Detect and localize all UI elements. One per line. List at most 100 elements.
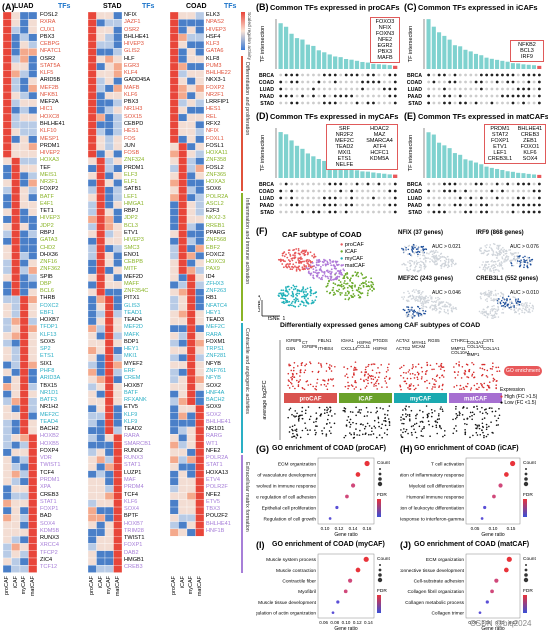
upset-bar	[463, 49, 468, 69]
deg-point-down	[401, 413, 404, 416]
heat-cell	[28, 259, 37, 267]
tsne-point	[302, 287, 305, 290]
go-enrichment-button[interactable]: GO enrichment	[504, 366, 542, 376]
tf-name: CEBPG	[40, 41, 60, 48]
deg-point-up	[386, 366, 389, 369]
deg-point-down	[330, 432, 332, 435]
heat-cell	[195, 492, 204, 500]
deg-point-up	[372, 363, 374, 365]
heat-cell	[3, 310, 12, 318]
go-term-label: Regulation of actin organization	[256, 610, 316, 616]
deg-point-down	[343, 409, 346, 412]
deg-point-up	[454, 377, 457, 379]
upset-dot	[427, 203, 431, 207]
heat-cell	[186, 259, 196, 267]
heat-cell	[96, 208, 106, 216]
deg-point-up	[369, 375, 372, 378]
feature-point	[420, 265, 422, 267]
deg-gene-label: HSPA6	[357, 340, 371, 345]
deg-point-up	[314, 387, 316, 390]
deg-point-down	[316, 425, 318, 428]
heat-cell	[186, 150, 196, 158]
tf-name: HNF1B	[206, 527, 225, 534]
heat-cell	[113, 12, 122, 20]
upset-dot	[453, 210, 457, 214]
tsne-point	[292, 254, 295, 257]
tsne-point	[292, 305, 295, 307]
heat-cell	[113, 106, 122, 115]
upset-dot	[485, 80, 489, 84]
heat-cell	[96, 310, 106, 318]
upset-bar	[322, 52, 327, 69]
feature-point	[515, 307, 518, 309]
upset-dot	[339, 73, 343, 77]
feature-point	[414, 266, 416, 269]
feature-point	[493, 298, 495, 300]
heat-cell	[113, 397, 122, 406]
tsne-point	[367, 281, 370, 284]
tsne-point	[364, 282, 366, 284]
tf-name: HLF	[124, 55, 135, 62]
deg-point-down	[323, 412, 326, 415]
deg-point-up	[412, 364, 414, 366]
heat-cell	[113, 412, 122, 420]
heat-cell	[178, 375, 188, 384]
upset-dot	[522, 189, 525, 193]
heat-cell	[113, 193, 122, 202]
feature-point	[509, 252, 512, 254]
tsne-point	[294, 287, 297, 290]
heat-cell	[28, 33, 37, 42]
upset-dot	[355, 87, 359, 91]
feature-point	[422, 248, 424, 250]
heat-cell	[28, 244, 37, 253]
feature-point	[524, 255, 526, 258]
deg-point-down	[415, 422, 418, 425]
upset-dot	[522, 80, 525, 84]
deg-point-up	[424, 373, 427, 375]
deg-point-up	[388, 363, 390, 365]
count-legend-dot	[523, 577, 529, 583]
tsne-point	[351, 295, 354, 298]
feature-point	[523, 266, 525, 269]
heat-cell	[113, 91, 122, 100]
heat-cell	[186, 448, 196, 457]
deg-gene-label: CXCL14	[341, 346, 358, 351]
heat-cell	[113, 332, 122, 340]
heat-cell	[113, 128, 122, 136]
tsne-point	[318, 258, 321, 261]
feature-point	[423, 302, 425, 305]
deg-group-bar	[339, 393, 392, 403]
upset-bar	[316, 158, 321, 178]
feature-point	[488, 250, 490, 252]
deg-point-up	[287, 384, 289, 387]
heat-cell	[186, 375, 196, 384]
heat-cell	[170, 455, 179, 464]
heat-cell	[11, 521, 21, 530]
tf-name: ZNF324	[124, 157, 145, 164]
deg-point-down	[358, 409, 361, 411]
feature-point	[488, 291, 490, 294]
heat-cell	[96, 419, 106, 428]
upset-dot	[372, 196, 375, 200]
feature-point	[421, 314, 423, 317]
tf-name: FOXM1	[206, 338, 226, 345]
heat-cell	[19, 142, 29, 151]
heat-cell	[104, 128, 114, 136]
deg-point-up	[481, 367, 484, 370]
deg-point-down	[349, 426, 351, 428]
heat-cell	[88, 492, 97, 500]
heat-cell	[88, 463, 97, 471]
upset-bar	[327, 54, 332, 69]
count-legend-dot	[524, 477, 528, 481]
deg-point-up	[435, 362, 438, 365]
heat-cell	[11, 506, 21, 515]
deg-point-down	[478, 424, 480, 426]
feature-point	[424, 310, 427, 312]
heat-cell	[195, 259, 204, 267]
feature-point	[401, 247, 403, 250]
feature-point	[447, 312, 449, 315]
tsne-point	[323, 260, 326, 262]
deg-point-up	[406, 377, 409, 380]
upset-dot	[279, 189, 283, 193]
feature-point	[415, 262, 418, 265]
